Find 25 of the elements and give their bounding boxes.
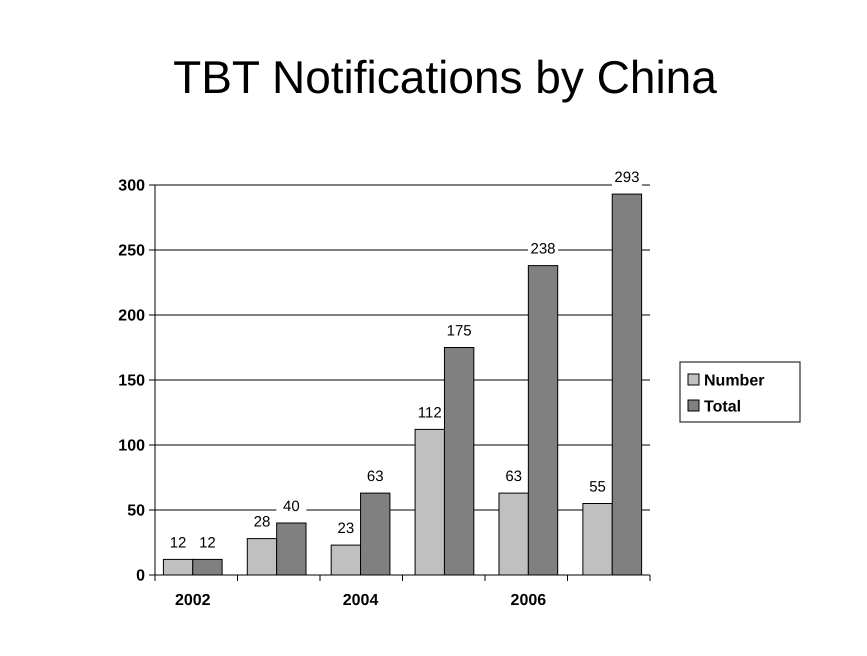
y-tick-label: 100 — [118, 438, 146, 455]
data-label: 12 — [199, 534, 216, 552]
data-label: 175 — [446, 322, 472, 340]
y-tick-label: 150 — [118, 372, 146, 390]
y-tick-label: 250 — [118, 242, 146, 260]
data-label: 12 — [170, 534, 186, 552]
data-label: 293 — [614, 169, 640, 186]
data-label: 112 — [418, 404, 442, 422]
y-tick-label: 50 — [127, 502, 146, 520]
data-label: 238 — [530, 240, 556, 258]
x-tick-label: 2006 — [510, 592, 546, 609]
data-label: 63 — [505, 468, 522, 486]
y-tick-label: 300 — [118, 178, 146, 195]
y-tick-label: 0 — [136, 568, 146, 585]
legend-label: Total — [704, 398, 742, 416]
y-tick-label: 200 — [118, 308, 146, 325]
data-label: 23 — [338, 520, 354, 538]
data-label: 28 — [254, 514, 270, 531]
data-label: 55 — [589, 478, 606, 496]
data-label: 40 — [282, 498, 300, 515]
legend-label: Number — [704, 372, 764, 390]
x-tick-label: 2004 — [342, 592, 378, 609]
chart-title: TBT Notifications by China — [173, 51, 718, 103]
x-tick-label: 2002 — [174, 592, 211, 609]
data-label: 63 — [366, 468, 384, 486]
